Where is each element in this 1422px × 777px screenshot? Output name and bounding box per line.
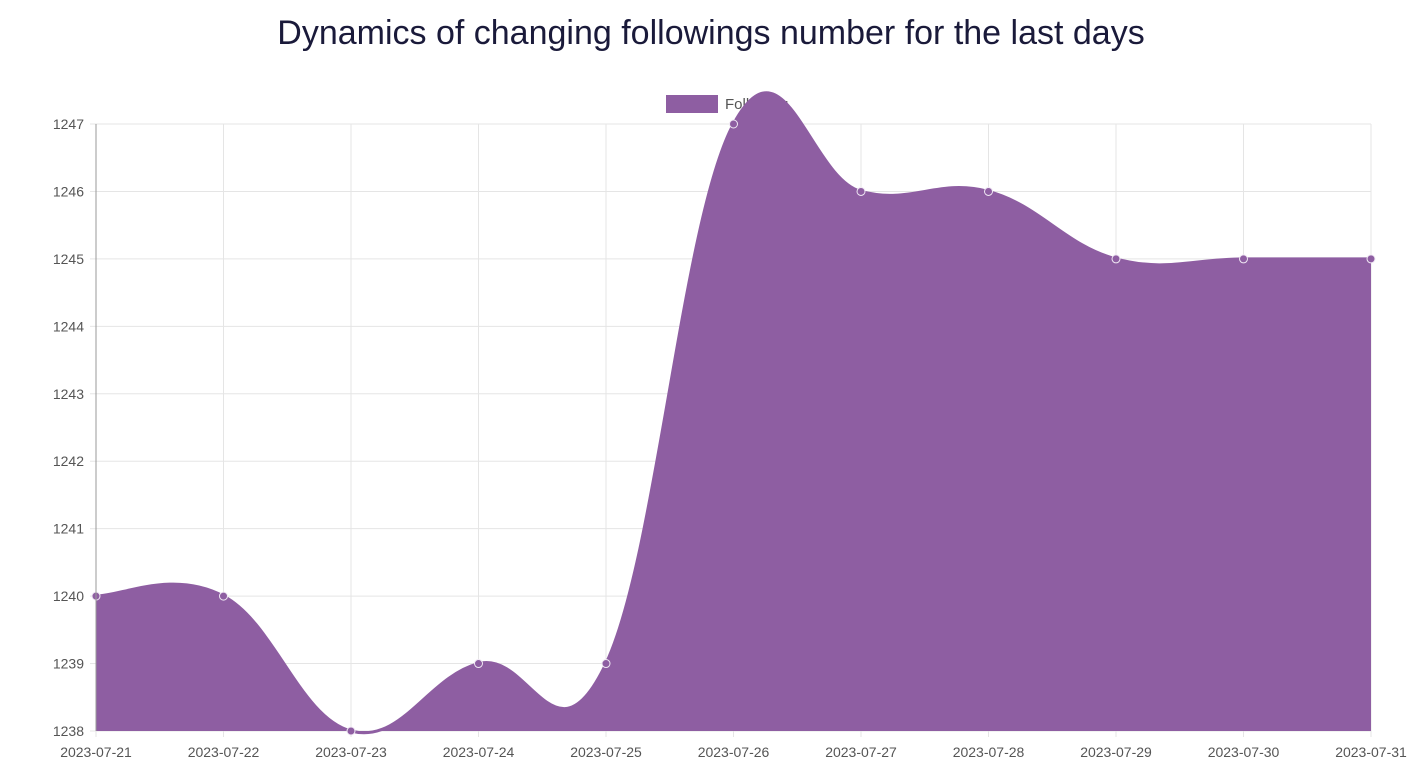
chart-title: Dynamics of changing followings number f…: [277, 14, 1145, 52]
y-tick-label: 1240: [53, 588, 84, 604]
data-point-2023-07-26[interactable]: [729, 119, 738, 129]
y-tick-label: 1244: [53, 318, 84, 334]
y-tick-label: 1239: [53, 656, 84, 672]
data-point-2023-07-31[interactable]: [1366, 254, 1376, 264]
series-following-area: [96, 92, 1371, 733]
x-tick-label: 2023-07-27: [825, 744, 897, 760]
x-tick-label: 2023-07-21: [60, 744, 132, 760]
tick-labels: 1238 1239 1240 1241 1242 1243 1244 1245 1246 1247…: [53, 116, 1407, 760]
y-tick-label: 1241: [53, 521, 84, 537]
series-area: [95, 91, 1371, 735]
y-tick-label: 1238: [53, 723, 84, 739]
data-point-2023-07-27[interactable]: [856, 186, 866, 196]
data-point-2023-07-22[interactable]: [219, 591, 228, 601]
x-tick-label: 2023-07-28: [953, 744, 1025, 760]
y-tick-label: 1247: [53, 116, 84, 132]
x-tick-label: 2023-07-22: [188, 744, 260, 760]
y-tick-label: 1246: [53, 183, 84, 199]
data-point-2023-07-30[interactable]: [1239, 254, 1248, 264]
data-point-2023-07-23[interactable]: [346, 726, 356, 736]
data-point-2023-07-25[interactable]: [601, 659, 611, 669]
y-tick-label: 1242: [53, 453, 84, 469]
x-tick-label: 2023-07-24: [443, 744, 515, 760]
y-tick-label: 1245: [53, 251, 84, 267]
x-tick-label: 2023-07-29: [1080, 744, 1152, 760]
data-point-2023-07-28[interactable]: [984, 186, 993, 196]
x-tick-label: 2023-07-25: [570, 744, 642, 760]
data-point-2023-07-29[interactable]: [1111, 254, 1121, 264]
x-tick-label: 2023-07-26: [698, 744, 770, 760]
legend-swatch: [666, 95, 718, 113]
x-tick-label: 2023-07-23: [315, 744, 387, 760]
x-tick-label: 2023-07-30: [1208, 744, 1280, 760]
x-tick-label: 2023-07-31: [1335, 744, 1407, 760]
y-tick-label: 1243: [53, 386, 84, 402]
data-point-2023-07-24[interactable]: [474, 659, 483, 669]
